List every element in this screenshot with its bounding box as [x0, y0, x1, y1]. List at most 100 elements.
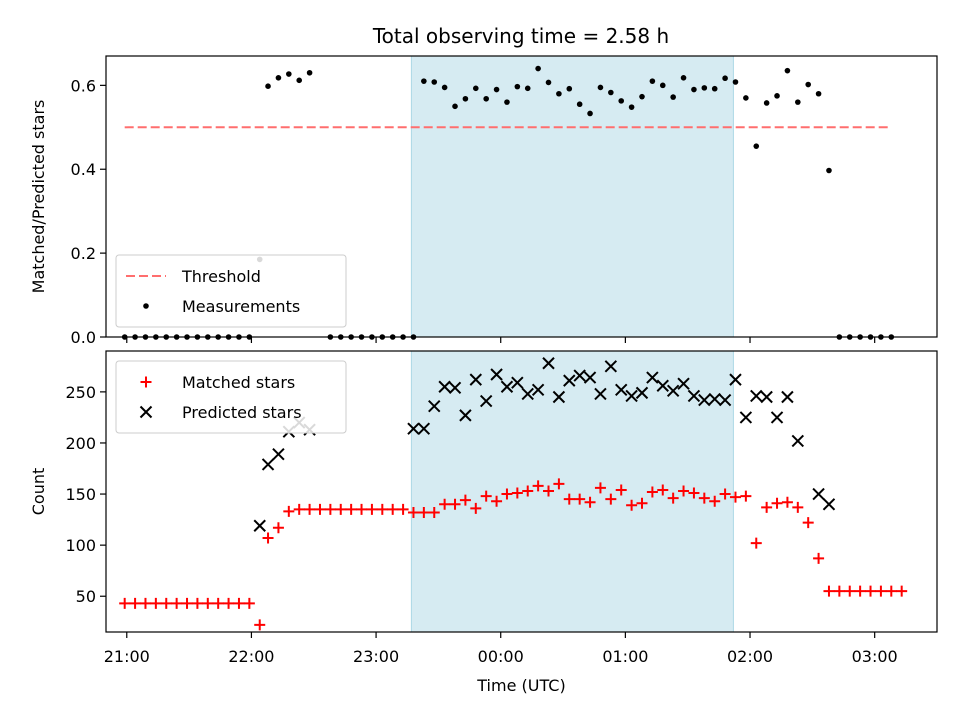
data-point: [763, 100, 770, 106]
data-point: [535, 65, 541, 72]
x-tick-label: 01:00: [602, 647, 648, 666]
data-point: [243, 597, 255, 609]
data-point: [441, 84, 448, 91]
data-point: [812, 487, 825, 501]
y-tick-label: 0.2: [71, 244, 96, 263]
data-point: [459, 494, 471, 506]
data-point: [324, 503, 336, 515]
data-point: [791, 434, 805, 448]
data-point: [459, 409, 472, 422]
chart-title: Total observing time = 2.58 h: [372, 24, 669, 48]
data-point: [628, 104, 635, 110]
data-point: [418, 506, 430, 518]
data-point: [493, 86, 500, 93]
data-point: [462, 95, 469, 102]
data-point: [594, 482, 606, 494]
data-point: [719, 488, 731, 500]
data-point: [532, 480, 544, 492]
data-point: [366, 503, 378, 515]
y-tick-label: 150: [65, 485, 96, 504]
data-point: [729, 373, 742, 386]
data-point: [262, 532, 274, 544]
data-point: [552, 390, 566, 404]
data-point: [574, 493, 586, 505]
data-point: [150, 597, 162, 609]
data-point: [448, 381, 462, 394]
data-point: [253, 519, 266, 532]
data-point: [698, 492, 710, 504]
data-point: [272, 522, 284, 534]
y-tick-label: 250: [65, 383, 96, 402]
data-point: [421, 78, 427, 84]
data-point: [491, 495, 503, 507]
shaded-span: [410, 55, 734, 338]
data-point: [597, 84, 604, 91]
data-point: [666, 384, 680, 398]
data-point: [511, 487, 523, 499]
data-point: [304, 503, 316, 515]
legend: Threshold Measurements: [115, 254, 347, 328]
data-point: [181, 597, 193, 609]
data-point: [604, 360, 618, 373]
data-point: [129, 597, 141, 609]
legend: Matched stars Predicted stars: [115, 360, 347, 434]
data-point: [472, 85, 479, 92]
legend-predicted-swatch: [139, 405, 153, 419]
data-point: [376, 503, 388, 515]
data-point: [428, 506, 440, 518]
data-point: [275, 75, 282, 81]
data-point: [407, 506, 419, 518]
data-point: [770, 411, 784, 424]
data-point: [296, 77, 303, 84]
data-point: [261, 458, 275, 471]
data-point: [753, 143, 760, 149]
legend-label: Measurements: [182, 297, 300, 316]
data-point: [813, 552, 825, 564]
data-point: [688, 487, 700, 499]
data-point: [667, 492, 679, 504]
data-point: [844, 585, 856, 597]
data-point: [397, 503, 409, 515]
data-point: [500, 380, 514, 393]
y-tick-label: 0.6: [71, 76, 96, 95]
data-point: [618, 98, 625, 104]
y-tick-label: 100: [65, 536, 96, 555]
data-point: [657, 484, 669, 496]
data-point: [750, 537, 762, 549]
data-point: [522, 485, 534, 497]
data-point: [504, 99, 510, 105]
data-point: [335, 503, 347, 515]
y-tick-label: 200: [65, 434, 96, 453]
data-point: [452, 103, 458, 110]
data-point: [480, 490, 492, 502]
data-point: [739, 411, 753, 424]
x-tick-label: 21:00: [104, 647, 150, 666]
x-axis-label: Time (UTC): [476, 676, 565, 695]
data-point: [283, 505, 295, 517]
data-point: [573, 369, 586, 382]
data-point: [875, 585, 887, 597]
data-point: [272, 447, 285, 461]
data-point: [160, 597, 172, 609]
legend-box: [115, 254, 347, 328]
x-tick-label: 03:00: [852, 647, 898, 666]
data-point: [729, 491, 741, 503]
data-point: [885, 585, 897, 597]
data-point: [566, 85, 573, 92]
data-point: [639, 93, 645, 100]
data-point: [584, 496, 596, 508]
y-tick-label: 0.4: [71, 160, 96, 179]
data-point: [711, 85, 718, 92]
legend-matched-swatch: [140, 376, 152, 388]
data-point: [556, 90, 562, 97]
data-point: [792, 501, 804, 513]
data-point: [649, 78, 656, 84]
data-point: [625, 389, 638, 403]
data-point: [636, 497, 648, 509]
data-point: [678, 485, 690, 497]
data-point: [542, 357, 555, 370]
data-point: [605, 493, 617, 505]
data-point: [306, 69, 313, 76]
data-point: [139, 597, 151, 609]
data-point: [646, 371, 659, 384]
